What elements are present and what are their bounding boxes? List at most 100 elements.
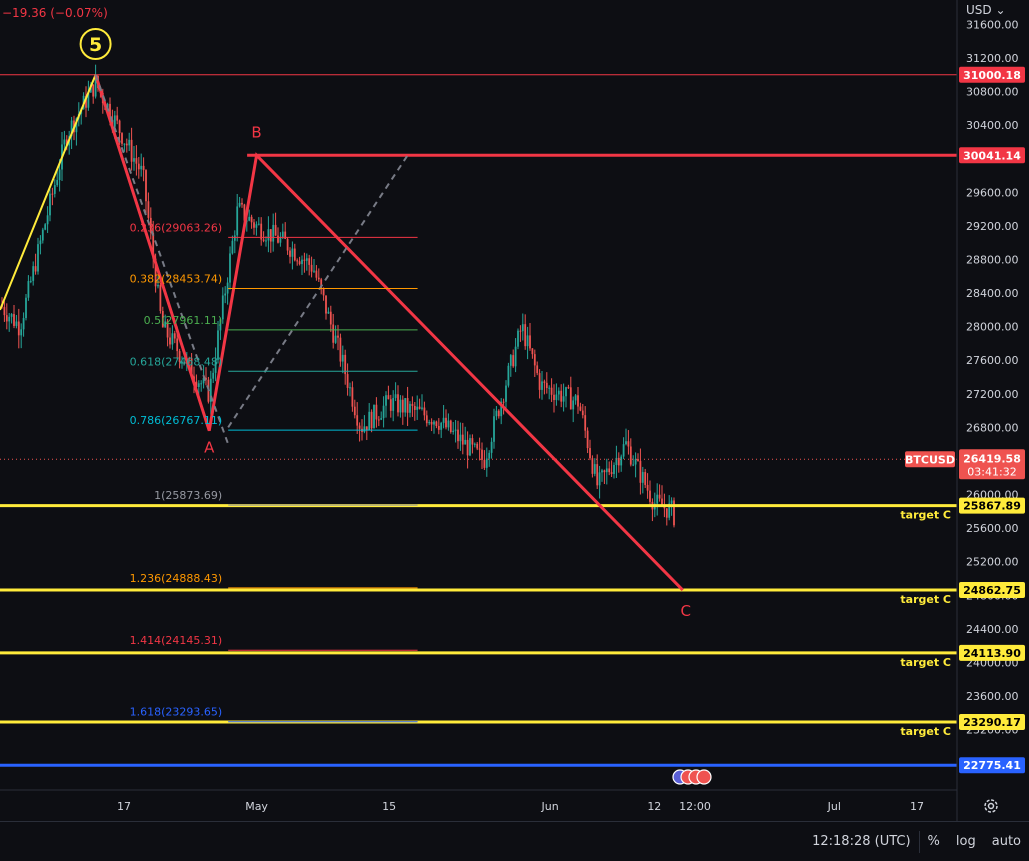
candle-body — [632, 464, 635, 466]
candle-body — [358, 425, 361, 429]
candle — [416, 395, 419, 420]
candle — [392, 390, 395, 422]
candle-body — [32, 266, 35, 281]
candle-body — [166, 321, 169, 338]
countdown-value: 03:41:32 — [967, 465, 1016, 478]
candle — [267, 216, 270, 253]
candle-body — [533, 354, 536, 366]
candle — [605, 458, 608, 485]
candle — [238, 196, 241, 208]
candle — [310, 256, 313, 278]
candle-body — [51, 193, 54, 195]
settings-gear-icon[interactable] — [982, 797, 1000, 815]
price-tick-label: 30400.00 — [966, 119, 1019, 132]
candle — [253, 219, 255, 235]
fib-level-label: 0.236(29063.26) — [130, 221, 223, 234]
candle-body — [154, 258, 157, 287]
candle-body — [514, 346, 517, 367]
candle-body — [202, 377, 205, 384]
candle — [449, 419, 452, 434]
candle-body — [157, 284, 159, 287]
wave-b-label: B — [251, 123, 261, 141]
candle — [591, 455, 594, 478]
fib-level-label: 0.5(27961.11) — [144, 314, 223, 327]
candle-body — [15, 321, 18, 326]
candle — [356, 402, 359, 434]
candle — [661, 485, 663, 507]
candle-body — [569, 387, 572, 410]
candle — [56, 170, 59, 187]
candle-body — [325, 295, 327, 314]
candle-body — [495, 410, 498, 417]
candle — [565, 386, 567, 408]
candle — [164, 314, 167, 328]
candle — [85, 86, 87, 118]
candle — [116, 106, 119, 125]
candle — [394, 382, 397, 402]
auto-toggle[interactable]: auto — [991, 834, 1021, 849]
time-axis[interactable]: 17 May 15 Jun 12 12:00 Jul 17 — [0, 789, 957, 813]
candle — [346, 363, 349, 396]
candle — [586, 427, 589, 454]
candle — [121, 132, 123, 147]
time-tick-label: 12:00 — [679, 800, 711, 813]
price-tick-label: 28800.00 — [966, 253, 1019, 266]
price-axis[interactable]: 31600.0031200.0030800.0030400.0030000.00… — [956, 0, 1029, 821]
candle-body — [219, 319, 222, 331]
candle-body — [183, 361, 186, 364]
price-tick-label: 25200.00 — [966, 556, 1019, 569]
percent-toggle[interactable]: % — [927, 834, 940, 849]
price-tag — [959, 644, 1025, 661]
candle — [437, 418, 440, 435]
candle — [469, 434, 471, 457]
candle-body — [322, 288, 325, 296]
candle-body — [29, 280, 32, 282]
candle-body — [351, 387, 354, 407]
candle-body — [272, 224, 275, 242]
candle-body — [296, 260, 299, 262]
candle — [325, 295, 327, 320]
candle — [353, 399, 356, 419]
candle — [130, 127, 133, 171]
candle — [159, 282, 162, 314]
target-c-label: target C — [900, 656, 951, 669]
time-tick-label: 15 — [382, 800, 396, 813]
candle — [380, 411, 383, 421]
candle-body — [317, 277, 320, 280]
clock-readout[interactable]: 12:18:28 (UTC) — [812, 834, 911, 849]
currency-menu[interactable]: USD ⌄ — [966, 3, 1006, 17]
fib-level-label: 1.618(23293.65) — [130, 706, 223, 719]
candle-body — [310, 264, 313, 272]
candle-body — [190, 358, 193, 377]
candle — [521, 313, 524, 341]
candle-body — [58, 169, 61, 180]
candle-body — [49, 193, 51, 216]
candle — [171, 325, 174, 350]
candle-body — [37, 244, 39, 272]
price-change: −19.36 (−0.07%) — [2, 6, 108, 20]
candle-body — [281, 231, 284, 238]
time-tick-label: May — [245, 800, 268, 813]
candle-body — [591, 458, 594, 474]
log-toggle[interactable]: log — [955, 834, 976, 849]
candle-body — [181, 361, 183, 363]
candle — [646, 473, 649, 499]
candle — [649, 480, 651, 507]
candle-body — [164, 321, 167, 328]
candle — [589, 439, 591, 461]
candle-body — [469, 438, 471, 456]
candle — [445, 409, 447, 430]
candle-body — [649, 490, 651, 502]
candle-body — [274, 224, 277, 236]
candle — [358, 422, 361, 442]
candle — [382, 396, 385, 428]
candle-body — [5, 315, 8, 322]
candle-body — [613, 465, 615, 475]
candle — [241, 198, 243, 208]
candle — [495, 406, 498, 421]
candle — [644, 468, 647, 488]
candle — [433, 420, 435, 434]
candle-body — [404, 398, 407, 413]
candle — [140, 153, 143, 177]
